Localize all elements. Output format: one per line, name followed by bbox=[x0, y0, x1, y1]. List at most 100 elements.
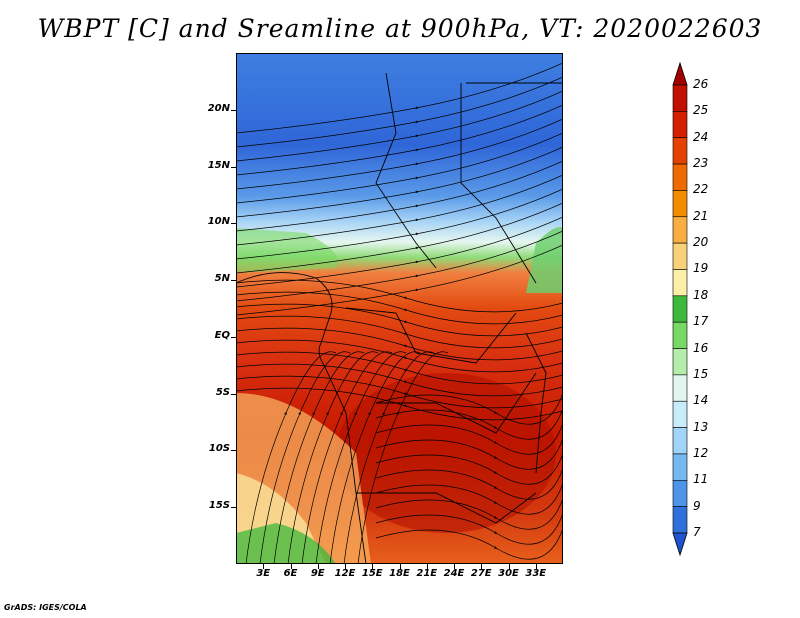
colorbar-label: 17 bbox=[693, 314, 709, 329]
colorbar-swatch bbox=[672, 321, 688, 349]
colorbar-label: 21 bbox=[693, 208, 709, 223]
streamline bbox=[375, 452, 563, 485]
lon-tick-label: 30E bbox=[498, 568, 519, 579]
streamline bbox=[236, 216, 563, 288]
lon-tick-mark bbox=[263, 564, 265, 569]
colorbar-swatch bbox=[672, 84, 688, 112]
colorbar-label: 16 bbox=[693, 340, 709, 355]
colorbar-svg bbox=[672, 61, 688, 557]
map-frame bbox=[236, 53, 563, 564]
map-plot bbox=[236, 53, 563, 564]
lon-tick-label: 24E bbox=[443, 568, 465, 579]
streamline bbox=[236, 387, 563, 421]
colorbar-swatch bbox=[672, 374, 688, 402]
lat-tick-mark bbox=[231, 109, 236, 111]
software-credit: GrADS: IGES/COLA bbox=[4, 603, 87, 612]
lat-tick-mark bbox=[231, 393, 236, 395]
lon-tick-mark bbox=[372, 564, 374, 569]
lat-tick-mark bbox=[231, 507, 236, 509]
lon-tick-mark bbox=[508, 564, 510, 569]
lon-tick-mark bbox=[345, 564, 346, 569]
lon-tick-mark bbox=[290, 564, 292, 569]
country-borders bbox=[236, 72, 563, 564]
streamline bbox=[236, 244, 563, 316]
colorbar-label: 9 bbox=[693, 498, 701, 513]
streamline bbox=[259, 351, 351, 564]
streamline bbox=[375, 392, 563, 425]
colorbar-label: 25 bbox=[693, 103, 709, 118]
colorbar-label: 20 bbox=[693, 235, 709, 250]
colorbar-swatch bbox=[672, 111, 688, 139]
lon-tick-label: 27E bbox=[470, 568, 492, 579]
streamline bbox=[236, 174, 563, 246]
lat-tick-label: 5N bbox=[214, 273, 230, 285]
streamline bbox=[236, 160, 563, 232]
lon-tick-label: 33E bbox=[525, 568, 547, 579]
streamline bbox=[236, 132, 563, 204]
streamline bbox=[236, 303, 563, 337]
streamline bbox=[273, 351, 365, 564]
lon-tick-mark bbox=[399, 564, 401, 569]
colorbar-swatch bbox=[672, 479, 688, 507]
colorbar-label: 13 bbox=[693, 419, 709, 434]
streamline bbox=[236, 76, 563, 148]
streamline bbox=[236, 279, 563, 313]
lat-tick-label: 5S bbox=[215, 386, 230, 398]
streamline bbox=[236, 363, 563, 397]
streamline bbox=[236, 188, 563, 260]
lat-tick-mark bbox=[231, 166, 236, 168]
lon-tick-mark bbox=[535, 564, 537, 569]
streamline bbox=[236, 146, 563, 218]
green-patch-w bbox=[236, 228, 338, 273]
streamline bbox=[287, 351, 379, 564]
lon-tick-mark bbox=[317, 564, 319, 569]
streamline bbox=[375, 407, 563, 440]
colorbar-swatch bbox=[672, 269, 688, 297]
lat-tick-mark bbox=[231, 223, 236, 225]
lat-tick-label: EQ bbox=[214, 329, 230, 341]
streamline bbox=[236, 315, 563, 349]
colorbar-swatch bbox=[672, 242, 688, 270]
colorbar-swatch bbox=[672, 453, 688, 481]
colorbar-swatch bbox=[672, 427, 688, 455]
lat-tick-mark bbox=[231, 450, 236, 452]
colorbar-label: 22 bbox=[693, 182, 709, 197]
lon-tick-mark bbox=[481, 564, 483, 569]
colorbar-label: 23 bbox=[693, 156, 709, 171]
lon-tick-label: 6E bbox=[283, 568, 298, 579]
colorbar-swatch bbox=[672, 348, 688, 376]
colorbar-label: 24 bbox=[693, 129, 709, 144]
streamline bbox=[236, 230, 563, 302]
streamline bbox=[236, 118, 563, 190]
colorbar-swatch bbox=[672, 506, 688, 534]
colorbar-swatch bbox=[672, 295, 688, 323]
lat-tick-label: 10N bbox=[207, 216, 230, 228]
colorbar-label: 14 bbox=[693, 393, 709, 408]
colorbar-swatch bbox=[672, 400, 688, 428]
streamlines bbox=[236, 62, 563, 564]
streamline bbox=[315, 351, 407, 564]
lat-tick-label: 15S bbox=[208, 500, 230, 512]
green-patch-ne bbox=[526, 227, 563, 293]
streamline bbox=[236, 327, 563, 361]
map-panel bbox=[236, 53, 563, 564]
lat-tick-label: 20N bbox=[207, 102, 230, 114]
streamline bbox=[375, 512, 563, 545]
colorbar-swatch bbox=[672, 137, 688, 165]
colorbar-label: 18 bbox=[693, 287, 709, 302]
colorbar-label: 15 bbox=[693, 366, 709, 381]
streamline bbox=[236, 339, 563, 373]
lon-tick-label: 9E bbox=[310, 568, 325, 579]
streamline bbox=[329, 351, 421, 564]
lon-tick-label: 18E bbox=[389, 568, 410, 579]
lon-tick-label: 21E bbox=[416, 568, 438, 579]
colorbar-label: 12 bbox=[693, 445, 709, 460]
lat-tick-label: 10S bbox=[208, 443, 230, 455]
streamline bbox=[236, 104, 563, 176]
streamline bbox=[236, 62, 563, 134]
streamline bbox=[375, 482, 563, 515]
colorbar-label: 7 bbox=[693, 525, 701, 539]
colorbar-label: 26 bbox=[693, 77, 709, 91]
streamline bbox=[375, 527, 563, 560]
lon-tick-label: 12E bbox=[334, 568, 356, 579]
